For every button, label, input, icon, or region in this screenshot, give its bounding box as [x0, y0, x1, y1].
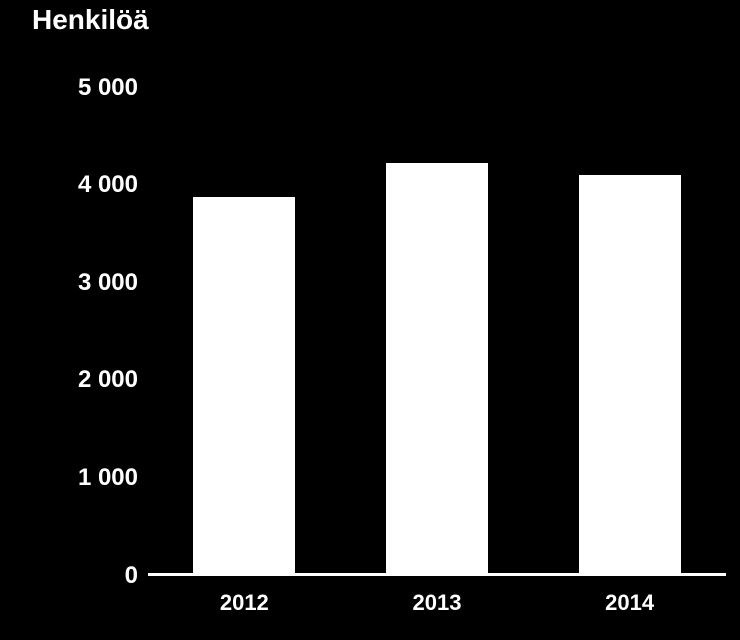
x-tick-label: 2013 — [377, 590, 497, 616]
y-tick-label: 4 000 — [48, 171, 138, 199]
y-tick-label: 0 — [48, 562, 138, 590]
chart-container: Henkilöä 0 1 000 2 000 3 000 4 000 5 000 2012 2… — [0, 0, 740, 640]
y-tick-label: 5 000 — [48, 74, 138, 102]
plot-area — [148, 88, 726, 576]
bar — [193, 197, 295, 576]
x-tick-label: 2014 — [570, 590, 690, 616]
y-axis-title: Henkilöä — [32, 4, 149, 36]
y-tick-label: 3 000 — [48, 269, 138, 297]
bar — [579, 175, 681, 576]
y-tick-label: 1 000 — [48, 464, 138, 492]
x-tick-label: 2012 — [184, 590, 304, 616]
bar — [386, 163, 488, 576]
y-tick-label: 2 000 — [48, 366, 138, 394]
